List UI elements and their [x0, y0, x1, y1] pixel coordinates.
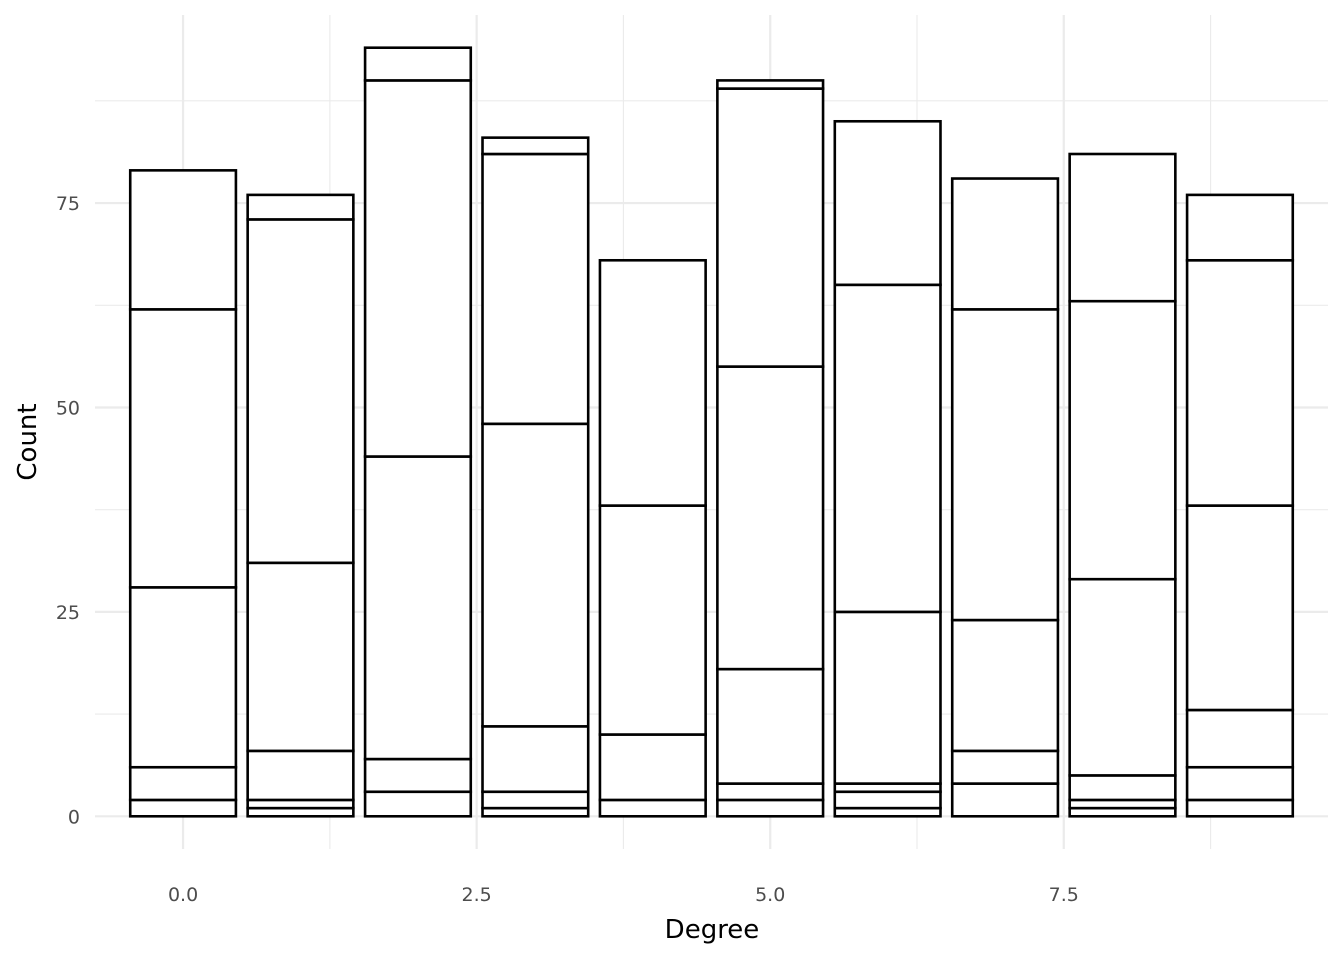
bar-stack	[128, 169, 238, 818]
bar-segment	[833, 610, 942, 785]
x-axis-ticks: 0.0 2.5 5.0 7.5	[168, 884, 1079, 906]
bar-segment	[1068, 577, 1177, 777]
bar-stack	[1185, 193, 1295, 818]
bar-segment	[716, 79, 825, 90]
x-tick-label: 2.5	[462, 884, 492, 906]
y-axis-ticks: 0 25 50 75	[56, 193, 80, 828]
y-tick-label: 50	[56, 397, 80, 419]
bar-stack	[716, 79, 825, 818]
bar-segment	[363, 79, 473, 458]
bar-segment	[716, 782, 825, 802]
bar-segment	[363, 455, 473, 761]
bar-segment	[716, 365, 825, 671]
bar-segment	[246, 193, 355, 221]
bar-segment	[1068, 299, 1177, 581]
bar-segment	[363, 790, 473, 818]
y-axis-title: Count	[13, 403, 43, 480]
x-tick-label: 5.0	[755, 884, 785, 906]
bar-segment	[1068, 152, 1177, 303]
bar-segment	[950, 749, 1060, 785]
bar-segment	[481, 422, 590, 728]
bar-segment	[128, 169, 238, 311]
bar-stack	[481, 136, 590, 818]
bar-segment	[1185, 798, 1295, 818]
bars	[128, 46, 1295, 818]
bar-stack	[246, 193, 355, 818]
bar-segment	[363, 757, 473, 794]
bar-segment	[598, 733, 707, 802]
bar-stack	[1068, 152, 1177, 818]
bar-segment	[128, 765, 238, 802]
bar-segment	[1185, 708, 1295, 769]
bar-segment	[1185, 765, 1295, 802]
bar-segment	[128, 586, 238, 769]
bar-segment	[481, 152, 590, 426]
bar-segment	[481, 136, 590, 156]
bar-segment	[950, 782, 1060, 818]
bar-segment	[833, 283, 942, 614]
bar-segment	[481, 725, 590, 794]
y-tick-label: 0	[68, 806, 80, 828]
bar-stack	[950, 177, 1060, 818]
bar-segment	[716, 667, 825, 785]
bar-stack	[833, 119, 942, 818]
bar-segment	[363, 46, 473, 82]
x-tick-label: 0.0	[168, 884, 198, 906]
x-tick-label: 7.5	[1049, 884, 1079, 906]
bar-stack	[363, 46, 473, 818]
bar-segment	[246, 749, 355, 802]
bar-segment	[128, 308, 238, 589]
bar-segment	[598, 798, 707, 818]
bar-segment	[128, 798, 238, 818]
bar-segment	[716, 798, 825, 818]
bar-segment	[246, 561, 355, 753]
bar-segment	[950, 618, 1060, 753]
bar-segment	[833, 119, 942, 287]
bar-segment	[1185, 258, 1295, 507]
x-axis-title: Degree	[665, 915, 760, 945]
bar-segment	[950, 177, 1060, 311]
bar-segment	[716, 87, 825, 368]
bar-segment	[833, 790, 942, 810]
y-tick-label: 25	[56, 602, 80, 624]
y-tick-label: 75	[56, 193, 80, 215]
bar-segment	[1068, 774, 1177, 802]
bar-segment	[598, 258, 707, 507]
bar-segment	[481, 790, 590, 810]
bar-segment	[950, 308, 1060, 622]
bar-segment	[1185, 193, 1295, 262]
bar-stack	[598, 258, 707, 818]
bar-segment	[1185, 504, 1295, 712]
bar-segment	[246, 218, 355, 565]
bar-segment	[598, 504, 707, 736]
